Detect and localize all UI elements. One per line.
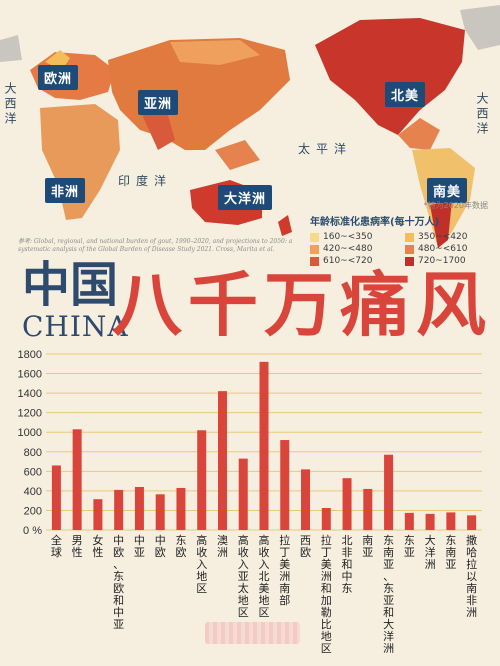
ocean-label-atlantic-right: 大西洋 [475, 92, 489, 137]
x-tick-label: 拉丁美洲和加勒比地区 [321, 533, 332, 655]
bar [93, 499, 103, 530]
legend-label: 350~<420 [418, 232, 468, 242]
legend-note: *特为2020年数据 [423, 201, 488, 210]
bar [259, 361, 269, 530]
x-tick-label: 大洋洲 [425, 533, 436, 571]
north-america-shape [315, 18, 465, 135]
x-tick-label: 澳洲 [217, 534, 228, 559]
legend-label: 160~<350 [323, 232, 373, 242]
y-tick-label: 1800 [18, 349, 42, 361]
legend-swatch [310, 256, 319, 266]
x-tick-label: 东南亚、东亚和大洋洲 [383, 534, 394, 655]
x-tick-label: 中欧 [155, 534, 166, 559]
blurred-watermark [205, 622, 300, 644]
x-tick-label: 东亚 [404, 534, 415, 559]
bar [404, 512, 414, 530]
y-tick-label: 400 [24, 486, 42, 498]
heading-main: 八千万痛风 [112, 263, 492, 346]
prevalence-bar-chart: 0 % 200 400 600 800 1000 1200 1400 1600 1800 全球男性女… [18, 349, 482, 655]
bar [384, 454, 394, 530]
x-tick-label: 中亚 [134, 534, 145, 559]
x-tick-label: 西欧 [300, 534, 311, 559]
heading-china-en: CHINA [22, 310, 129, 343]
bar [217, 391, 227, 530]
x-tick-label: 中欧、东欧和中亚 [113, 534, 124, 631]
y-tick-label: 1000 [18, 427, 42, 439]
ocean-label-atlantic-left: 大西洋 [3, 82, 17, 127]
legend-label: 420~<480 [323, 244, 373, 254]
legend-item: 350~<420 [405, 232, 500, 242]
x-tick-label: 高收入地区 [196, 533, 207, 595]
legend-items: 160~<350 350~<420 420~<480 480~<610 610~<720… [310, 232, 498, 266]
legend-swatch [405, 256, 414, 266]
map-legend: *特为2020年数据 年龄标准化患病率(每十万人) 160~<350 350~<4… [298, 200, 498, 266]
x-tick-label: 东欧 [175, 534, 186, 559]
legend-item: 480~<610 [405, 244, 500, 254]
bar [176, 487, 186, 530]
bar [114, 489, 124, 530]
bar [51, 465, 61, 530]
region-label-europe: 欧洲 [38, 65, 79, 90]
legend-label: 480~<610 [418, 244, 468, 254]
legend-swatch [405, 244, 414, 254]
reference-text: 参考: Global, regional, and national burde… [18, 238, 293, 253]
world-map: 欧洲 亚洲 非洲 大洋洲 北美 南美 印度洋 太平洋 大西洋 大西洋 [0, 0, 500, 258]
x-tick-label: 拉丁美洲南部 [279, 533, 290, 607]
bar [280, 440, 290, 530]
region-label-north-america: 北美 [385, 82, 426, 107]
x-tick-label: 北非和中东 [342, 534, 353, 595]
bar [134, 486, 144, 530]
x-tick-label: 男性 [72, 534, 83, 559]
bar [155, 494, 165, 530]
bar [467, 515, 477, 530]
legend-swatch [310, 232, 319, 242]
y-tick-label: 0 % [23, 525, 42, 537]
legend-item: 160~<350 [310, 232, 405, 242]
x-tick-label: 撒哈拉以南非洲 [466, 533, 477, 619]
bar [238, 458, 248, 530]
y-tick-label: 1200 [18, 408, 42, 420]
x-tick-label: 高收入亚太地区 [238, 533, 249, 619]
y-tick-label: 1400 [18, 388, 42, 400]
x-tick-label: 女性 [92, 533, 103, 559]
x-tick-label: 南亚 [362, 534, 373, 559]
legend-title: 年龄标准化患病率(每十万人) [310, 217, 440, 228]
bar [72, 429, 82, 530]
legend-item: 610~<720 [310, 256, 405, 266]
legend-swatch [405, 232, 414, 242]
bar [446, 512, 456, 530]
bar [301, 469, 311, 530]
y-tick-label: 800 [24, 447, 42, 459]
bar [197, 430, 207, 530]
y-tick-label: 1600 [18, 369, 42, 381]
bar [321, 508, 331, 530]
x-tick-label: 东南亚 [445, 534, 456, 571]
y-tick-label: 200 [24, 505, 42, 517]
bar [425, 513, 435, 530]
y-tick-label: 600 [24, 466, 42, 478]
legend-label: 720~1700 [418, 256, 466, 266]
ocean-label-indian: 印度洋 [118, 174, 173, 188]
bar [363, 488, 373, 530]
region-label-asia: 亚洲 [138, 90, 179, 115]
heading-china-cn: 中国 [22, 257, 119, 313]
legend-swatch [310, 244, 319, 254]
bar [342, 478, 352, 530]
x-tick-label: 全球 [51, 533, 62, 559]
region-label-africa: 非洲 [45, 178, 86, 203]
legend-label: 610~<720 [323, 256, 373, 266]
ocean-label-pacific: 太平洋 [298, 142, 353, 156]
x-tick-label: 高收入北美地区 [259, 533, 270, 619]
legend-item: 420~<480 [310, 244, 405, 254]
region-label-south-america: 南美 [427, 178, 468, 203]
region-label-oceania: 大洋洲 [218, 185, 273, 210]
legend-item: 720~1700 [405, 256, 500, 266]
